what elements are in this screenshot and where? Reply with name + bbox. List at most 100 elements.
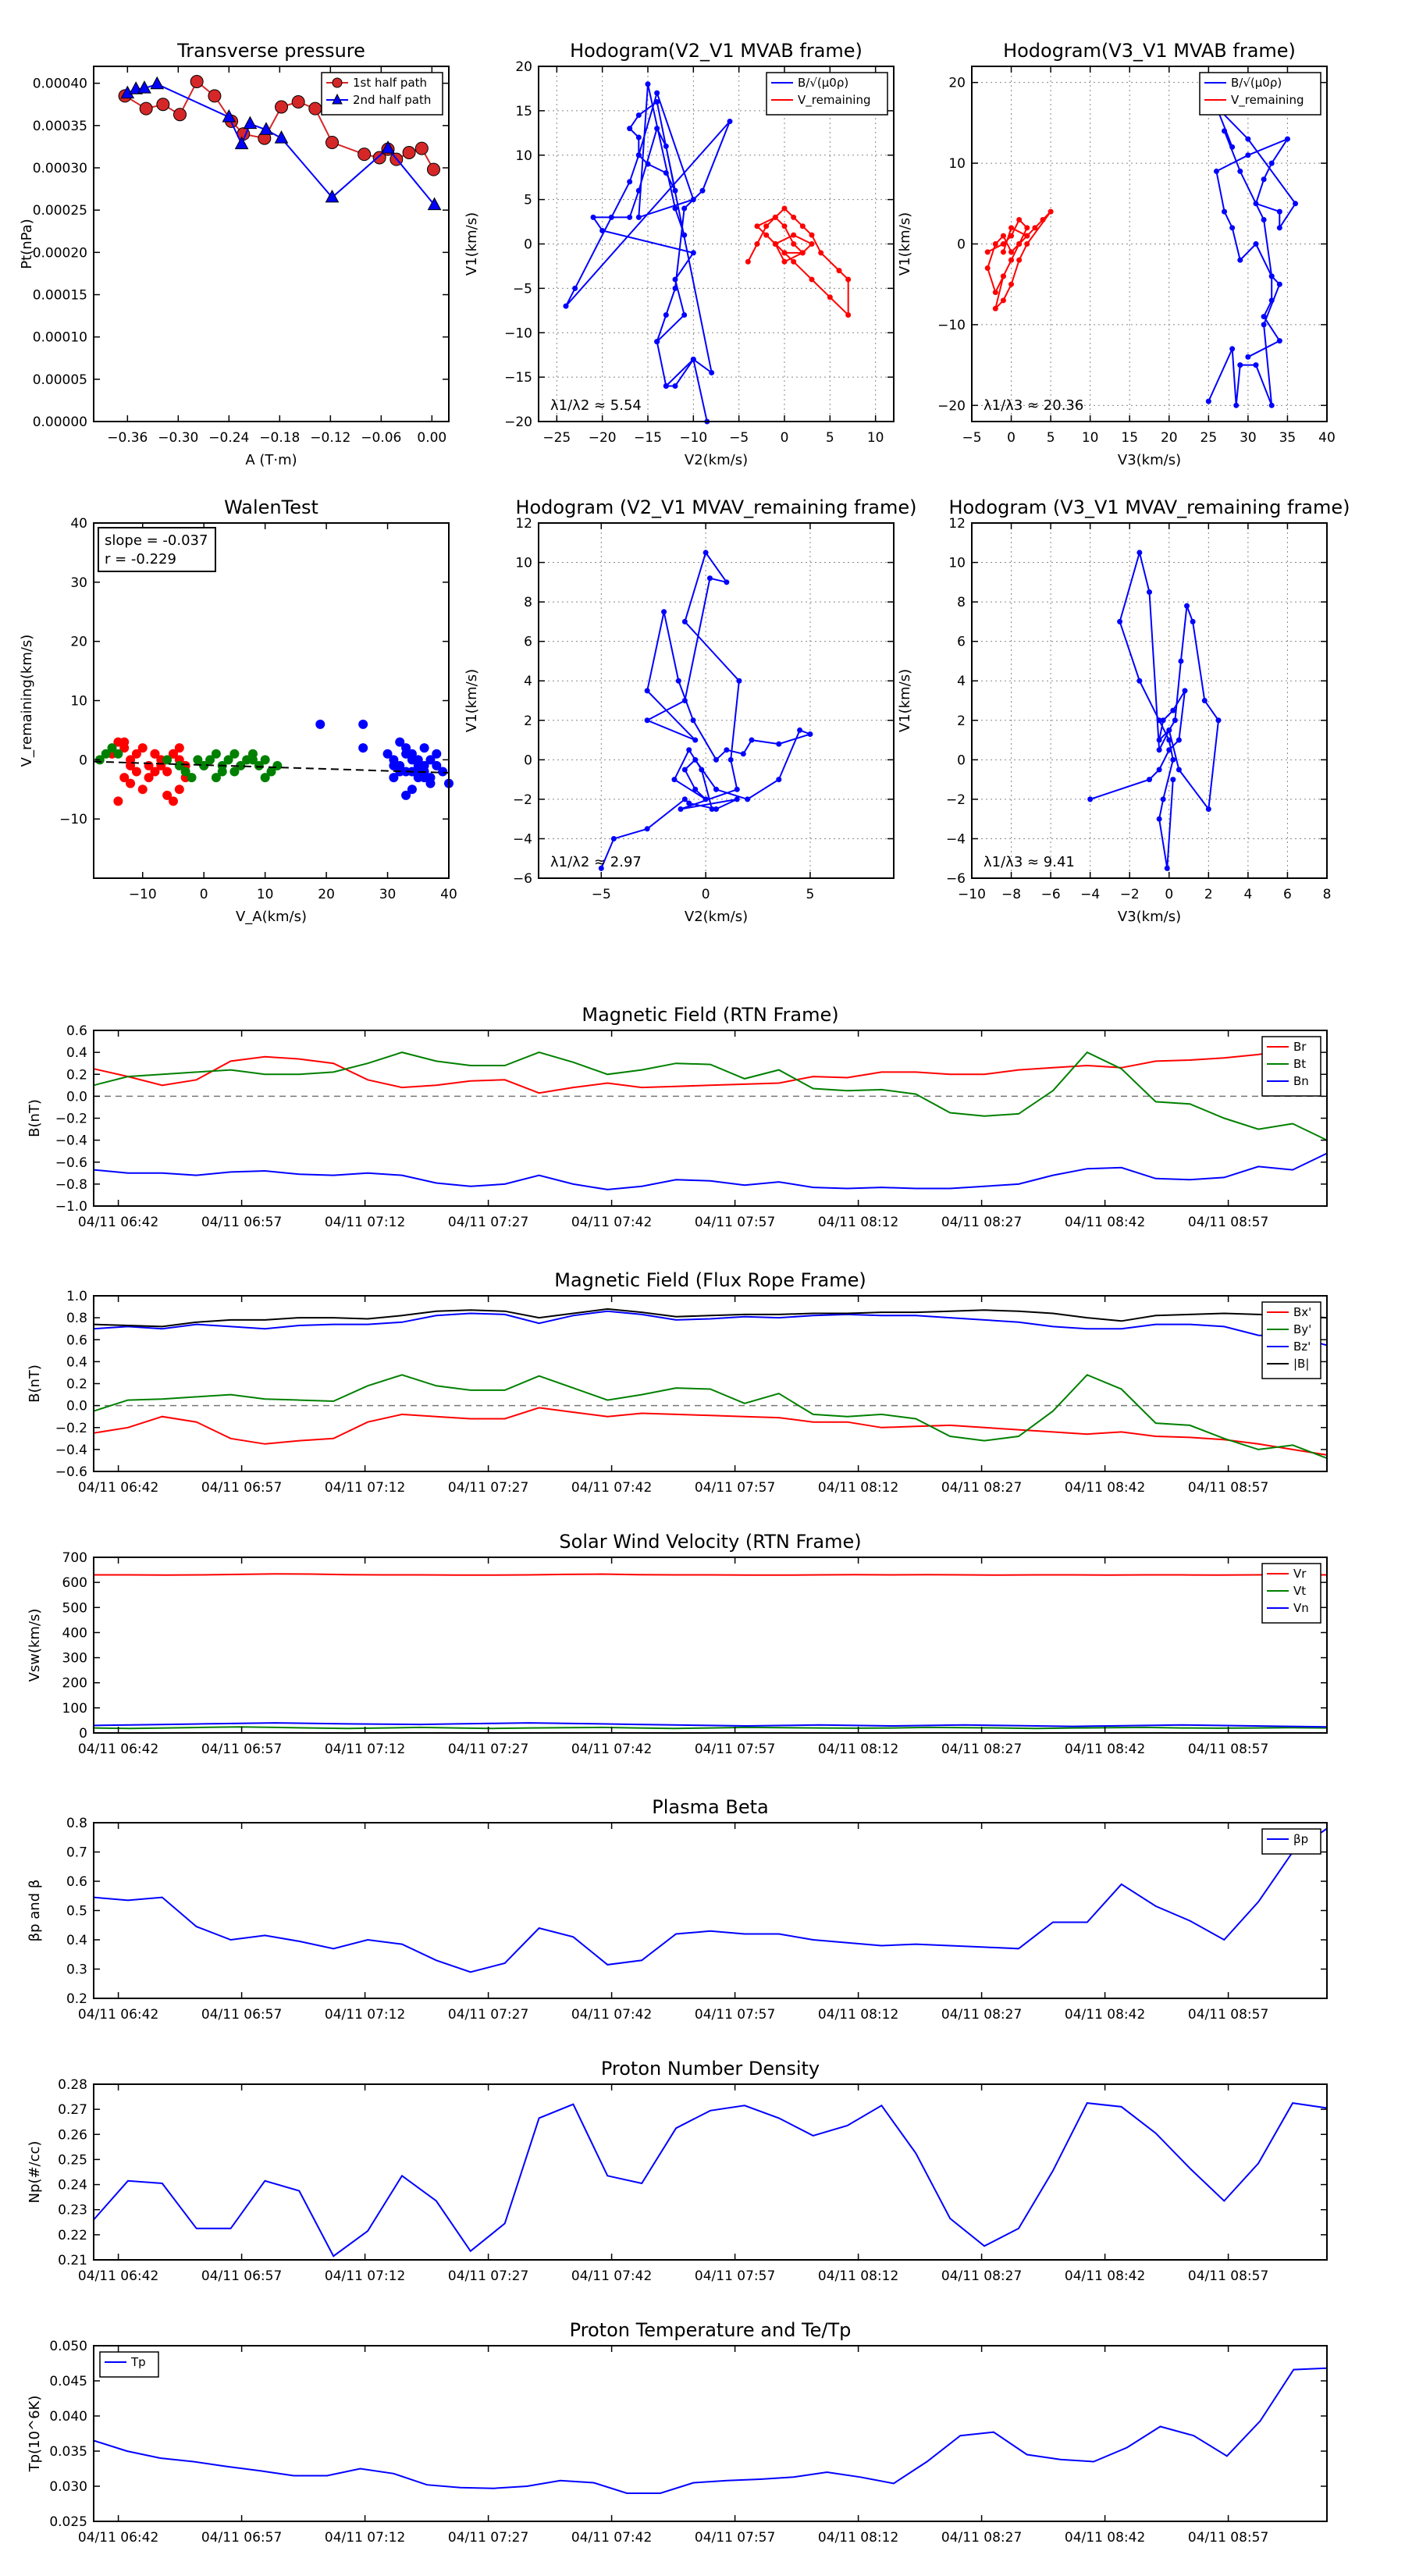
data-point — [713, 786, 719, 792]
y-tick-label: 0.00035 — [33, 119, 87, 134]
x-tick-label: 2 — [1204, 887, 1213, 902]
data-point — [644, 826, 650, 832]
x-tick-label: 04/11 08:57 — [1188, 2268, 1268, 2284]
y-axis-label: V_remaining(km/s) — [19, 635, 35, 767]
data-point — [781, 250, 788, 256]
data-point — [1156, 816, 1162, 822]
y-tick-label: −10 — [937, 318, 966, 333]
data-point — [139, 101, 153, 116]
axes-frame — [93, 1822, 1328, 1999]
data-point — [1182, 688, 1188, 694]
x-tick-label: 04/11 08:57 — [1188, 1480, 1268, 1496]
data-point — [425, 773, 436, 783]
chart-title: Transverse pressure — [176, 40, 365, 62]
data-point — [1016, 216, 1023, 222]
data-point — [635, 152, 642, 158]
data-point — [107, 743, 117, 753]
data-point — [663, 383, 669, 389]
y-tick-label: 0.25 — [58, 2152, 87, 2168]
y-tick-label: 0.00015 — [33, 288, 87, 304]
x-tick-label: −20 — [589, 430, 617, 446]
ratio-annotation: λ1/λ3 ≈ 9.41 — [984, 854, 1075, 870]
x-tick-label: 10 — [867, 430, 884, 446]
series-line-1 — [747, 207, 849, 317]
data-point — [389, 773, 399, 783]
data-point — [205, 755, 215, 765]
x-tick-label: 04/11 06:57 — [201, 2268, 282, 2284]
y-tick-label: 20 — [948, 76, 966, 91]
legend-label: Vr — [1293, 1567, 1307, 1581]
data-point — [1160, 796, 1166, 802]
chart-np: 04/11 06:42 04/11 06:57 04/11 07:12 04/11 0… — [27, 2058, 1328, 2284]
data-point — [690, 250, 696, 256]
data-point — [1000, 249, 1006, 255]
data-point — [661, 609, 667, 615]
data-point — [358, 743, 368, 753]
legend-label: Vn — [1293, 1601, 1309, 1615]
data-point — [1147, 589, 1152, 595]
data-point — [681, 698, 688, 703]
data-point — [1166, 737, 1172, 743]
data-point — [563, 303, 569, 309]
x-tick-label: 04/11 08:27 — [941, 1742, 1022, 1757]
data-point — [101, 749, 111, 759]
x-tick-label: −25 — [542, 430, 571, 446]
x-tick-label: 35 — [1279, 430, 1297, 446]
x-tick-label: 04/11 07:57 — [695, 2268, 775, 2284]
x-tick-label: 04/11 06:42 — [78, 2268, 158, 2284]
x-tick-label: 04/11 06:57 — [201, 1742, 282, 1757]
x-tick-label: 25 — [1200, 430, 1218, 446]
data-point — [131, 767, 141, 777]
data-point — [211, 773, 221, 783]
data-point — [654, 90, 660, 96]
axes-frame — [93, 2083, 1328, 2261]
series-line-0 — [93, 1048, 1293, 1094]
data-point — [713, 806, 719, 813]
x-tick-label: 0 — [702, 887, 710, 902]
x-tick-label: −0.12 — [310, 430, 350, 446]
y-tick-label: 0.22 — [58, 2228, 87, 2243]
data-point — [1024, 241, 1030, 247]
data-point — [1268, 297, 1275, 304]
data-point — [681, 796, 688, 802]
data-point — [1156, 767, 1162, 773]
data-point — [635, 187, 642, 194]
chart-brtn: 04/11 06:42 04/11 06:57 04/11 07:12 04/11 0… — [27, 1004, 1328, 1230]
data-point — [610, 835, 617, 841]
series-line-0 — [600, 550, 813, 869]
legend-label: V_remaining — [798, 93, 871, 108]
y-axis-label: βp and β — [27, 1880, 43, 1942]
x-tick-label: 0 — [200, 887, 208, 902]
data-point — [1147, 777, 1152, 783]
legend-label: Bx' — [1293, 1305, 1311, 1319]
data-point — [1261, 216, 1267, 222]
y-tick-label: 0.28 — [58, 2077, 87, 2093]
x-tick-label: 5 — [1047, 430, 1055, 446]
x-tick-label: −10 — [679, 430, 707, 446]
x-tick-label: 0 — [1007, 430, 1016, 446]
data-point — [1008, 233, 1015, 239]
x-tick-label: −0.06 — [361, 430, 401, 446]
data-point — [699, 767, 705, 773]
data-point — [1040, 216, 1046, 222]
data-point — [1000, 233, 1006, 239]
data-point — [190, 75, 204, 88]
y-axis-label: Np(#/cc) — [27, 2141, 43, 2204]
x-axis-label: V2(km/s) — [685, 909, 748, 925]
data-point — [686, 800, 692, 806]
data-point — [1276, 281, 1282, 287]
y-tick-label: 10 — [948, 156, 966, 172]
data-point — [692, 737, 699, 743]
data-point — [702, 550, 709, 556]
data-point — [781, 205, 788, 212]
data-point — [156, 98, 170, 112]
ratio-annotation: λ1/λ2 ≈ 2.97 — [550, 854, 642, 870]
y-tick-label: 0.7 — [66, 1845, 87, 1861]
y-tick-label: 0 — [79, 753, 87, 768]
y-tick-label: 0.27 — [58, 2102, 87, 2118]
data-point — [627, 179, 633, 185]
chart-walen: −10 0 10 20 30 40 −10 0 10 20 30 40 WalenTest V_A(km/… — [19, 496, 457, 925]
x-tick-label: 04/11 07:27 — [448, 1742, 528, 1757]
data-point — [663, 312, 669, 318]
